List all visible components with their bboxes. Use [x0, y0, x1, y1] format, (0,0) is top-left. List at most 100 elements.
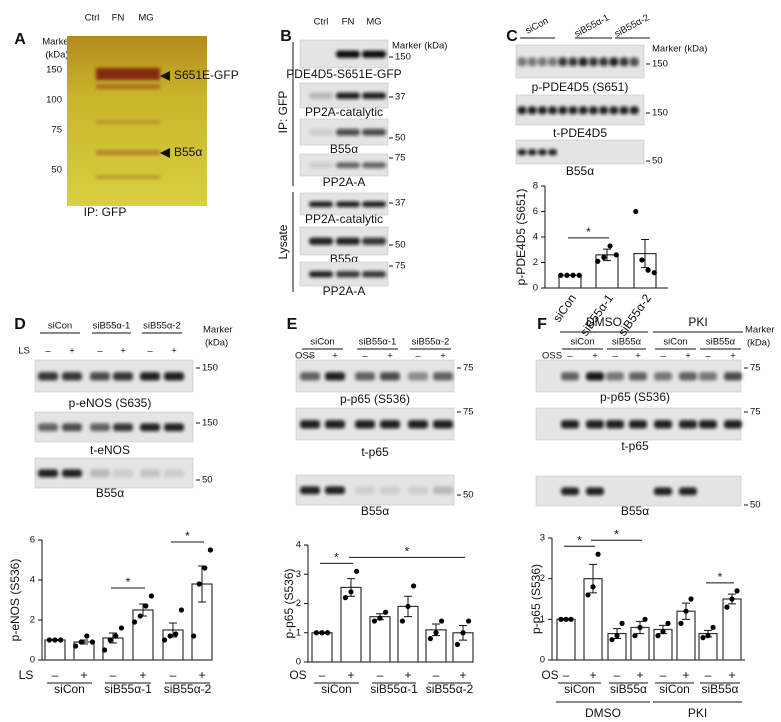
blot-band	[586, 420, 604, 429]
blot-band	[548, 149, 558, 156]
blot-band	[586, 487, 604, 496]
significance-label: *	[185, 529, 190, 543]
data-point	[613, 252, 619, 258]
blot-band	[568, 106, 578, 115]
data-point	[590, 584, 596, 590]
blot-label: t-p65	[361, 445, 389, 459]
marker-label: 50	[750, 500, 761, 511]
blot-band	[537, 149, 547, 156]
data-point	[570, 272, 576, 278]
data-point	[558, 616, 564, 622]
panel-letter: D	[14, 316, 26, 333]
blot-band	[380, 420, 400, 429]
y-tick-label: 3	[540, 533, 545, 544]
marker-header: (kDa)	[45, 50, 68, 61]
blot-band	[561, 487, 579, 496]
data-point	[196, 581, 202, 587]
marker-header: Marker (kDa)	[392, 41, 447, 52]
data-point	[58, 637, 64, 643]
lane-sign: –	[660, 351, 666, 362]
blot-band	[609, 57, 619, 67]
data-point	[162, 637, 168, 643]
blot-band	[38, 469, 58, 478]
significance-label: *	[586, 225, 591, 239]
treatment-label: OSS	[542, 351, 562, 362]
arrow	[160, 71, 170, 81]
blot-band	[548, 106, 558, 115]
blot-band	[599, 106, 609, 115]
data-point	[645, 267, 651, 273]
data-point	[595, 258, 601, 264]
x-tick-label: –	[319, 668, 326, 682]
lane-sign: +	[685, 351, 691, 362]
lane-sign: +	[120, 346, 126, 357]
blot-label: PP2A-A	[323, 284, 366, 298]
marker-label: 100	[46, 95, 62, 106]
blot-band	[336, 128, 360, 136]
lane-label: siCon	[524, 15, 551, 36]
marker-label: 75	[750, 363, 761, 374]
blot-band	[619, 106, 629, 115]
blot-band	[561, 420, 579, 429]
lane-sign: –	[567, 351, 573, 362]
marker-header: Marker	[42, 37, 72, 48]
blot-band	[619, 57, 629, 67]
y-tick-label: 4	[296, 540, 301, 551]
significance-label: *	[334, 550, 339, 564]
blot-band	[433, 372, 453, 381]
data-point	[576, 272, 582, 278]
data-point	[655, 633, 661, 639]
lane-group: siB55α-1	[93, 321, 131, 332]
significance-label: *	[405, 544, 410, 558]
y-tick-label: 1	[296, 627, 301, 638]
blot-band	[578, 106, 588, 115]
blot-band	[362, 162, 386, 169]
blot-band	[527, 57, 537, 67]
marker-label: 50	[395, 133, 406, 144]
data-point	[460, 630, 466, 636]
lane-label: siB55α-2	[613, 12, 651, 39]
band-label: B55α	[174, 145, 202, 159]
data-point	[454, 641, 460, 648]
blot-label: PP2A-catalytic	[305, 212, 383, 226]
blot-band	[724, 372, 742, 381]
blot-band	[654, 487, 672, 496]
blot-band	[362, 50, 386, 58]
group-label: siCon	[54, 682, 85, 696]
lane-label: siB55α-1	[573, 12, 611, 39]
y-tick-label: 2	[296, 598, 301, 609]
marker-label: 50	[463, 490, 474, 501]
x-tick-label: –	[563, 668, 570, 682]
y-tick-label: 3	[296, 569, 301, 580]
data-point	[354, 568, 360, 574]
x-axis-label: OS	[289, 668, 306, 682]
blot-label: PDE4D5-S651E-GFP	[286, 67, 401, 81]
lane-group: siB55α-1	[359, 337, 397, 348]
blot-band	[679, 487, 697, 496]
data-point	[633, 208, 639, 215]
blot-band	[724, 420, 742, 429]
lane-label: FN	[342, 17, 355, 28]
data-point	[191, 633, 197, 639]
blot-band	[300, 372, 320, 381]
data-point	[319, 630, 325, 636]
data-point	[614, 633, 620, 639]
blot-band	[548, 57, 558, 67]
blot-band	[90, 423, 110, 432]
blot-label: PP2A-catalytic	[305, 105, 383, 119]
blot-band	[309, 201, 333, 208]
blot-band	[164, 423, 184, 432]
blot-band	[561, 372, 579, 381]
x-tick-label: +	[198, 668, 205, 682]
marker-label: 37	[395, 198, 406, 209]
blot-band	[408, 372, 428, 381]
blot-band	[586, 372, 604, 381]
data-point	[73, 643, 79, 649]
blot-band	[606, 420, 624, 429]
lane-sign: +	[387, 351, 393, 362]
blot-band	[527, 149, 537, 156]
error-bar	[603, 248, 611, 262]
data-point	[601, 254, 607, 260]
x-tick-label: siCon	[550, 292, 579, 325]
y-tick-label: 0	[540, 655, 545, 666]
